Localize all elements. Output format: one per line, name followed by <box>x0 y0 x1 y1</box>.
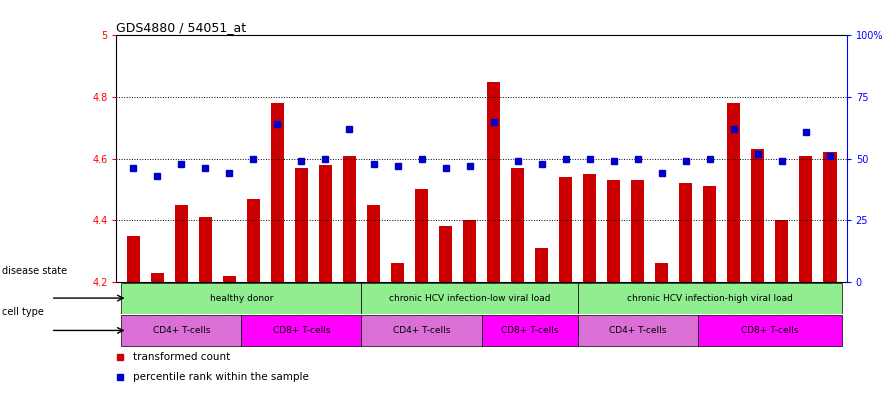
Bar <box>199 217 212 282</box>
Bar <box>126 236 140 282</box>
Bar <box>655 263 668 282</box>
Bar <box>343 156 356 282</box>
Text: CD8+ T-cells: CD8+ T-cells <box>272 326 331 335</box>
Bar <box>482 315 578 346</box>
Bar <box>559 177 573 282</box>
Bar <box>583 174 597 282</box>
Bar <box>463 220 476 282</box>
Text: disease state: disease state <box>2 266 67 276</box>
Bar <box>415 189 428 282</box>
Bar <box>631 180 644 282</box>
Text: cell type: cell type <box>2 307 44 318</box>
Bar <box>241 315 361 346</box>
Bar <box>823 152 837 282</box>
Bar <box>121 315 241 346</box>
Text: CD8+ T-cells: CD8+ T-cells <box>501 326 558 335</box>
Bar <box>698 315 842 346</box>
Bar <box>511 168 524 282</box>
Bar <box>361 283 578 314</box>
Bar <box>535 248 548 282</box>
Bar <box>295 168 308 282</box>
Text: GDS4880 / 54051_at: GDS4880 / 54051_at <box>116 21 246 34</box>
Bar <box>607 180 620 282</box>
Text: chronic HCV infection-low viral load: chronic HCV infection-low viral load <box>389 294 550 303</box>
Bar <box>223 276 236 282</box>
Bar <box>799 156 813 282</box>
Bar <box>728 103 740 282</box>
Text: percentile rank within the sample: percentile rank within the sample <box>133 372 308 382</box>
Bar <box>361 315 482 346</box>
Bar <box>366 205 380 282</box>
Bar <box>175 205 188 282</box>
Bar <box>151 273 164 282</box>
Text: CD4+ T-cells: CD4+ T-cells <box>609 326 667 335</box>
Text: healthy donor: healthy donor <box>210 294 273 303</box>
Bar <box>578 315 698 346</box>
Bar <box>751 149 764 282</box>
Text: CD4+ T-cells: CD4+ T-cells <box>392 326 450 335</box>
Bar <box>319 165 332 282</box>
Bar <box>679 183 693 282</box>
Bar <box>246 199 260 282</box>
Bar <box>578 283 842 314</box>
Bar <box>121 283 361 314</box>
Bar <box>487 82 500 282</box>
Text: chronic HCV infection-high viral load: chronic HCV infection-high viral load <box>627 294 793 303</box>
Text: CD8+ T-cells: CD8+ T-cells <box>741 326 798 335</box>
Text: transformed count: transformed count <box>133 353 229 362</box>
Bar <box>439 226 452 282</box>
Text: CD4+ T-cells: CD4+ T-cells <box>152 326 210 335</box>
Bar <box>775 220 788 282</box>
Bar <box>703 186 717 282</box>
Bar <box>391 263 404 282</box>
Bar <box>271 103 284 282</box>
